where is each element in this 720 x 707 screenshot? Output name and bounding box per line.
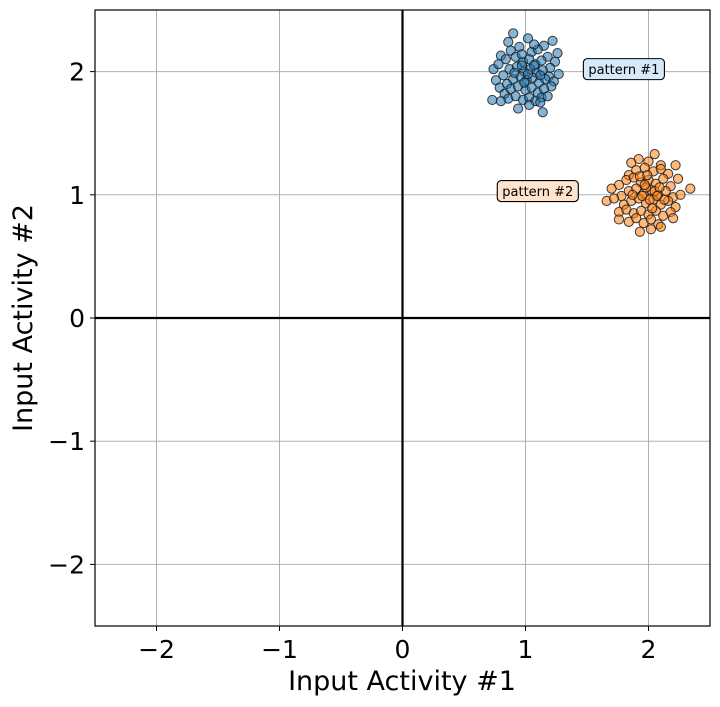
point-s1-55 <box>513 103 524 114</box>
point-s2-52 <box>645 214 657 225</box>
point-s1-20 <box>553 68 564 80</box>
point-s2-30 <box>685 183 696 194</box>
y-tick-label-0: −2 <box>48 550 85 579</box>
point-s1-58 <box>535 97 546 108</box>
point-s1-64 <box>519 77 530 88</box>
x-tick-label-4: 2 <box>641 635 657 664</box>
x-tick-label-1: −1 <box>261 635 298 664</box>
point-s2-56 <box>655 221 666 232</box>
zero-lines <box>95 10 710 626</box>
point-s2-55 <box>645 224 657 235</box>
point-s2-10 <box>655 163 666 175</box>
point-s1-59 <box>542 91 553 102</box>
series-2 <box>601 149 696 237</box>
point-s1-62 <box>503 36 514 48</box>
point-s1-57 <box>537 107 548 118</box>
annotation-text-2: pattern #2 <box>502 185 573 200</box>
x-tick-label-0: −2 <box>138 635 175 664</box>
series-1 <box>487 28 564 118</box>
point-s2-20 <box>672 173 684 184</box>
point-s2-18 <box>658 173 669 184</box>
point-s2-58 <box>613 214 625 225</box>
point-s1-66 <box>522 68 534 80</box>
annotation-1: pattern #1 <box>582 58 665 81</box>
ticks: −2 −1 0 1 2 −2 −1 0 1 2 <box>48 58 656 664</box>
annotation-box-2 <box>496 180 579 203</box>
y-tick-label-3: 1 <box>69 181 85 210</box>
point-s1-12 <box>493 59 504 70</box>
y-axis-label: Input Activity #2 <box>8 204 39 432</box>
point-s2-66 <box>659 194 670 205</box>
point-s1-60 <box>516 49 527 60</box>
point-s2-57 <box>668 213 679 224</box>
point-s2-0 <box>649 149 660 160</box>
point-s1-54 <box>495 96 506 107</box>
point-s2-5 <box>670 160 681 171</box>
y-tick-label-1: −1 <box>48 427 85 456</box>
point-s1-63 <box>552 48 563 59</box>
point-s2-2 <box>626 157 637 168</box>
point-s2-68 <box>642 169 653 181</box>
point-s1-67 <box>535 70 546 81</box>
point-s2-69 <box>647 203 658 214</box>
point-s1-61 <box>529 39 540 50</box>
point-s1-53 <box>487 94 498 106</box>
x-axis-label: Input Activity #1 <box>288 666 516 697</box>
point-s2-50 <box>631 213 642 224</box>
annotation-2: pattern #2 <box>496 180 579 203</box>
point-s1-3 <box>547 35 558 46</box>
y-tick-label-2: 0 <box>69 304 85 333</box>
point-s1-0 <box>508 28 519 39</box>
point-s1-68 <box>516 60 527 71</box>
annotations: pattern #1 pattern #2 <box>496 58 665 203</box>
point-s2-71 <box>654 182 665 193</box>
point-s2-70 <box>639 179 650 191</box>
annotation-text-1: pattern #1 <box>588 63 659 78</box>
point-s2-32 <box>608 193 620 204</box>
point-s2-67 <box>627 189 638 200</box>
point-s1-18 <box>536 55 547 66</box>
point-s2-54 <box>634 226 645 237</box>
x-tick-label-3: 1 <box>518 635 534 664</box>
point-s2-29 <box>675 189 686 200</box>
y-tick-label-4: 2 <box>69 58 85 87</box>
annotation-box-1 <box>582 58 665 81</box>
point-s1-22 <box>498 70 509 81</box>
point-s1-1 <box>522 33 534 44</box>
point-s1-13 <box>500 54 511 65</box>
data-points <box>487 28 696 237</box>
point-s1-69 <box>529 60 540 71</box>
point-s1-65 <box>509 67 520 78</box>
x-tick-label-2: 0 <box>395 635 411 664</box>
point-s1-56 <box>524 99 535 110</box>
point-s2-59 <box>606 183 617 194</box>
